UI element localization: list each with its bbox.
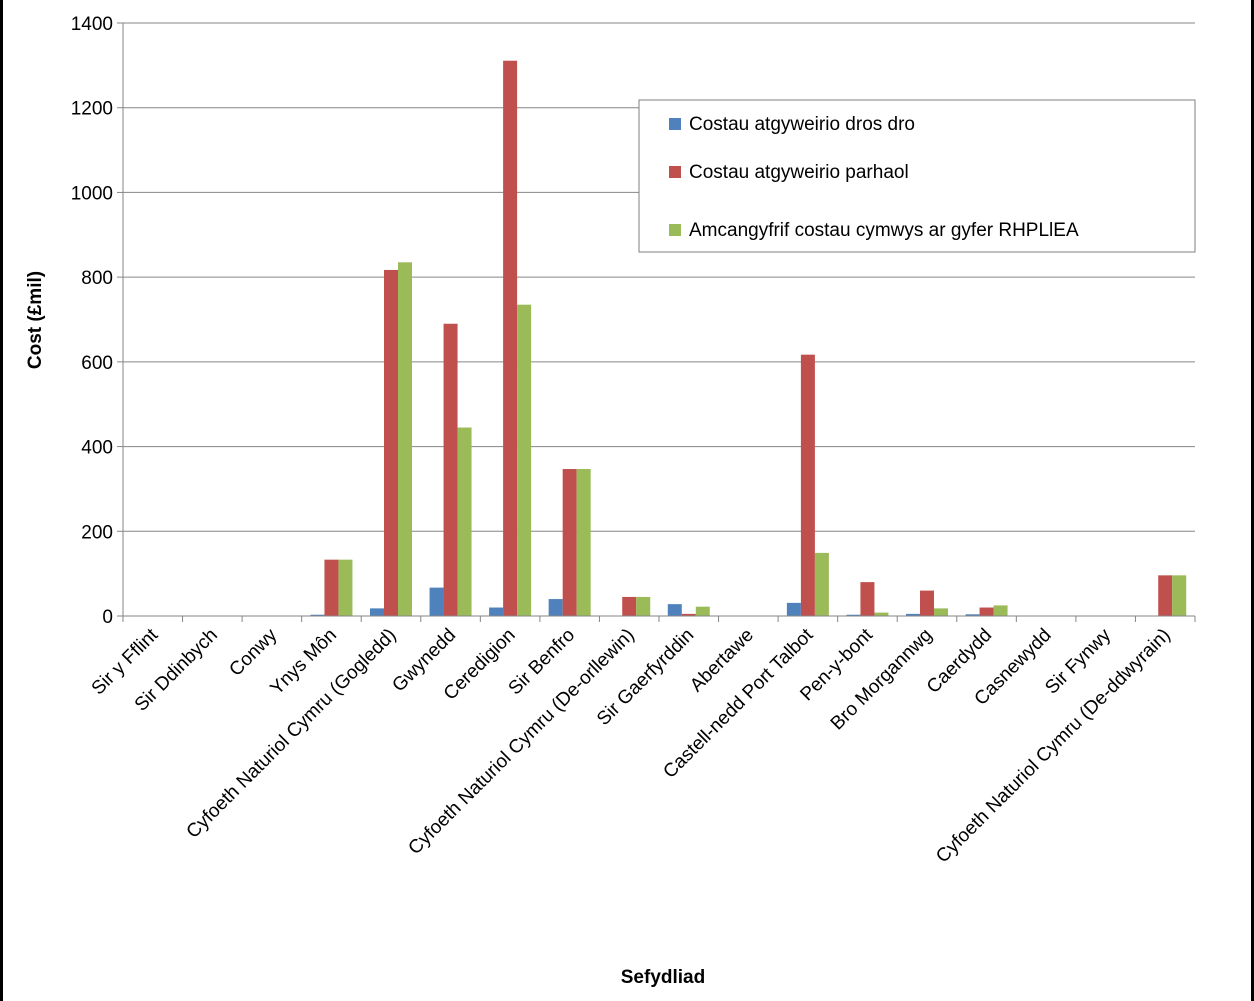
x-tick-label: Bro Morgannwg — [827, 625, 937, 735]
legend-swatch — [669, 118, 681, 130]
bar — [517, 304, 532, 616]
bar — [503, 60, 518, 616]
bar — [934, 608, 948, 616]
legend-label: Costau atgyweirio dros dro — [689, 114, 915, 135]
bar — [562, 469, 577, 616]
legend-box — [638, 99, 1196, 253]
bar — [443, 323, 458, 616]
x-axis-title: Sefydliad — [621, 967, 705, 988]
bar — [906, 613, 920, 616]
x-tick-label: Conwy — [226, 624, 282, 680]
y-tick-label: 1200 — [71, 99, 113, 120]
legend-label: Amcangyfrif costau cymwys ar gyfer RHPLl… — [689, 220, 1079, 241]
y-tick-label: 400 — [81, 438, 113, 459]
bar — [846, 614, 861, 616]
bar — [667, 604, 682, 616]
y-tick-label: 200 — [81, 522, 113, 543]
bar — [920, 590, 934, 616]
bar — [338, 559, 353, 616]
bar — [429, 587, 444, 616]
y-tick-labels: 0 200 400 600 800 1000 1200 1400 — [71, 14, 123, 628]
bar — [1158, 575, 1173, 616]
legend: Costau atgyweirio dros dro Costau atgywei… — [638, 99, 1196, 253]
bar — [489, 607, 504, 616]
bars — [310, 60, 1187, 616]
bar — [548, 599, 563, 616]
bar — [786, 602, 801, 616]
y-tick-label: 1000 — [71, 183, 113, 204]
x-tick-label: Cyfoeth Naturiol Cymru (Gogledd) — [183, 625, 401, 843]
legend-swatch — [669, 224, 681, 236]
bar — [310, 614, 325, 616]
bar — [324, 559, 339, 616]
gridlines — [123, 22, 1195, 532]
y-tick-label: 800 — [81, 268, 113, 289]
bar — [814, 552, 829, 616]
bar — [370, 608, 384, 616]
bar — [800, 354, 815, 616]
bar — [874, 612, 889, 616]
bar — [398, 262, 412, 616]
bar — [965, 614, 980, 616]
y-tick-label: 0 — [102, 607, 113, 628]
y-tick-label: 1400 — [71, 14, 113, 35]
bar — [457, 427, 472, 616]
bar — [622, 596, 637, 616]
bar-chart: 0 200 400 600 800 1000 1200 1400 Sir y FflintSi… — [25, 14, 1196, 988]
bar — [576, 469, 591, 616]
axes — [122, 23, 1196, 622]
y-axis-title: Cost (£mil) — [25, 271, 46, 369]
bar — [860, 582, 875, 616]
legend-swatch — [669, 166, 681, 178]
bar — [695, 606, 710, 616]
bar — [681, 613, 696, 616]
legend-label: Costau atgyweirio parhaol — [689, 162, 909, 183]
bar — [1172, 575, 1187, 616]
bar — [636, 596, 651, 616]
y-tick-label: 600 — [81, 353, 113, 374]
bar — [979, 607, 994, 616]
bar — [384, 269, 398, 616]
bar — [993, 605, 1008, 616]
